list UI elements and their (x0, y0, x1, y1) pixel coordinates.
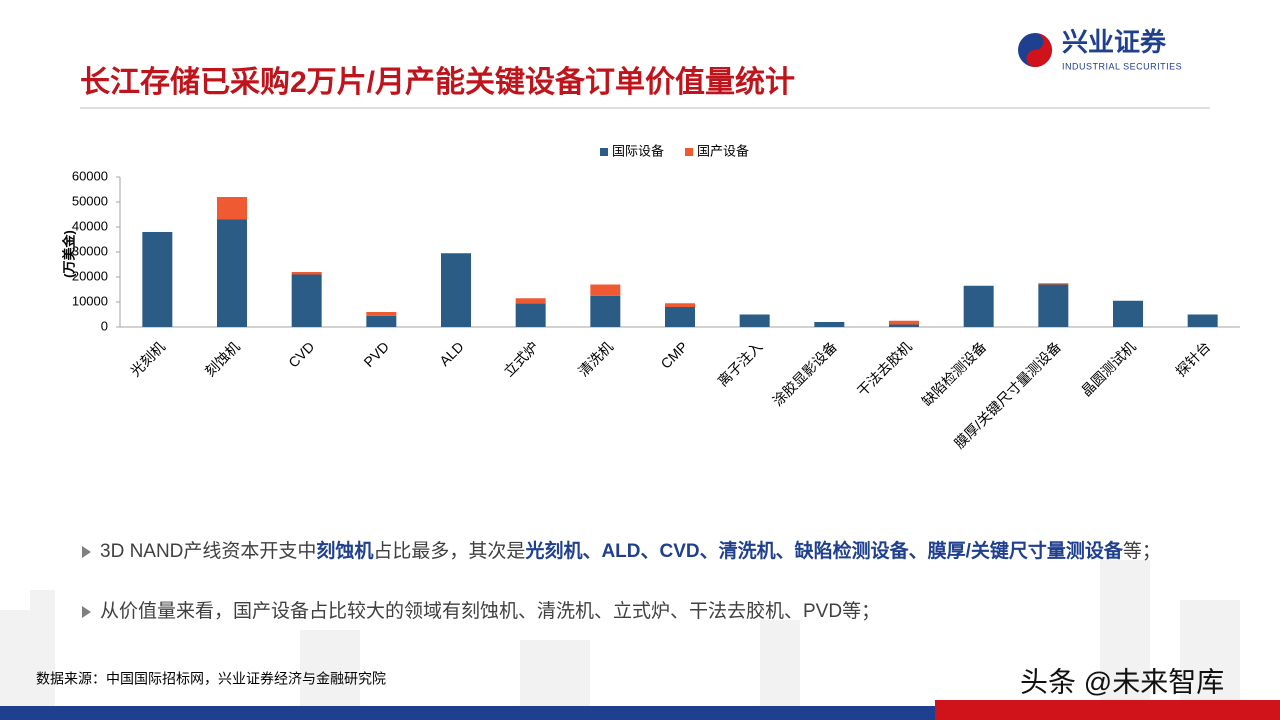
bullet: 3D NAND产线资本开支中刻蚀机占比最多，其次是光刻机、ALD、CVD、清洗机… (82, 538, 1230, 565)
x-tick-label: 缺陷检测设备 (919, 338, 990, 409)
bullet-text: 从价值量来看，国产设备占比较大的领域有刻蚀机、清洗机、立式炉、干法去胶机、PVD… (100, 601, 881, 622)
y-tick-label: 30000 (72, 243, 108, 258)
x-tick-label: 干法去胶机 (854, 338, 915, 399)
y-tick-label: 60000 (72, 168, 108, 183)
skyline (0, 560, 1240, 710)
bullet: 从价值量来看，国产设备占比较大的领域有刻蚀机、清洗机、立式炉、干法去胶机、PVD… (82, 598, 1230, 625)
x-tick-label: 探针台 (1172, 338, 1213, 379)
bar-segment (1187, 314, 1218, 327)
logo: 兴业证券 INDUSTRIAL SECURITIES (1018, 27, 1182, 71)
x-tick-label: 晶圆测试机 (1078, 338, 1139, 399)
x-tick-label: 离子注入 (714, 338, 765, 389)
x-tick-label: 光刻机 (127, 338, 168, 379)
bar-segment (441, 253, 471, 327)
legend-swatch (685, 148, 693, 156)
watermark: 头条 @未来智库 (1020, 666, 1224, 697)
footer-accent (935, 700, 1280, 720)
legend-label: 国产设备 (697, 143, 749, 158)
y-tick-label: 50000 (72, 193, 108, 208)
bar-segment (366, 312, 397, 316)
bullet-text: 光刻机、ALD、CVD、清洗机、缺陷检测设备、膜厚/关键尺寸量测设备 (525, 541, 1123, 562)
bar-segment (291, 274, 322, 327)
y-tick-label: 40000 (72, 218, 108, 233)
bar-segment (590, 295, 621, 327)
y-axis-label: (万美金) (61, 230, 76, 278)
x-tick-label: CVD (285, 338, 317, 370)
bar-segment (291, 272, 322, 275)
x-tick-label: ALD (436, 338, 467, 369)
bar-segment (590, 284, 621, 296)
bar-segment (963, 285, 994, 327)
y-tick-label: 0 (101, 318, 108, 333)
bullet-text: 刻蚀机 (316, 541, 374, 562)
bar-segment (366, 315, 397, 327)
source-note: 数据来源：中国国际招标网，兴业证券经济与金融研究院 (36, 671, 386, 687)
logo-subtitle: INDUSTRIAL SECURITIES (1062, 61, 1182, 71)
bar-segment (217, 197, 247, 220)
x-tick-label: 涂胶显影设备 (769, 338, 840, 409)
bar-segment (1038, 283, 1069, 285)
x-tick-label: 立式炉 (500, 338, 541, 379)
legend-label: 国际设备 (612, 143, 664, 158)
bar-segment (814, 322, 845, 327)
bar-segment (665, 303, 695, 307)
logo-name: 兴业证券 (1062, 27, 1167, 57)
bar-segment (889, 324, 919, 327)
y-tick-label: 20000 (72, 268, 108, 283)
bar-segment (142, 232, 173, 327)
bar-segment (515, 298, 546, 304)
x-tick-label: PVD (360, 338, 392, 370)
legend-swatch (600, 148, 608, 156)
x-tick-label: 刻蚀机 (202, 338, 243, 379)
bar-segment (665, 307, 695, 327)
x-tick-label: CMP (657, 338, 690, 371)
bullet-text: 3D NAND产线资本开支中 (100, 541, 317, 562)
bullet-marker (82, 546, 91, 558)
bar-segment (889, 320, 919, 325)
slide-title: 长江存储已采购2万片/月产能关键设备订单价值量统计 (80, 65, 795, 99)
bullet-text: 占比最多，其次是 (373, 541, 526, 562)
bullet-marker (82, 606, 91, 618)
x-tick-label: 清洗机 (575, 338, 616, 379)
y-tick-label: 10000 (72, 293, 108, 308)
bullet-text: 等； (1122, 541, 1161, 562)
bar-segment (1113, 300, 1143, 327)
bar-segment (1038, 284, 1069, 327)
bar-segment (515, 303, 546, 327)
bar-segment (739, 314, 770, 327)
bar-segment (217, 219, 247, 327)
